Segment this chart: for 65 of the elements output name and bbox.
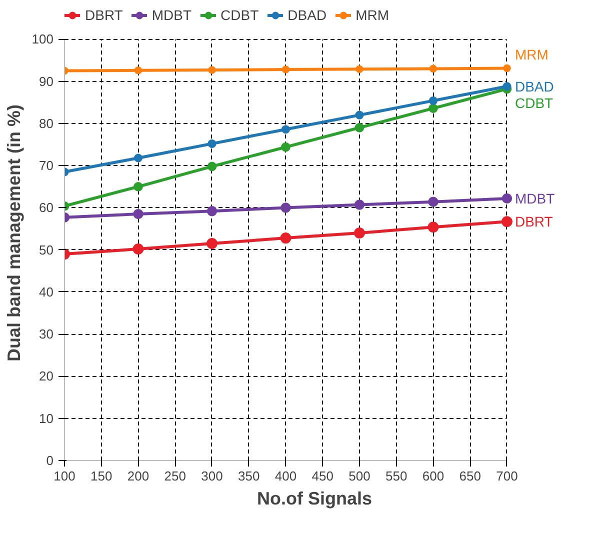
y-tick-label: 30: [39, 326, 54, 342]
point: [501, 216, 512, 228]
y-tick-label: 80: [39, 116, 54, 131]
point: [280, 202, 291, 213]
text: MRM: [514, 46, 548, 62]
legend-label: DBRT: [85, 7, 123, 23]
x-tick-label: 450: [312, 468, 334, 484]
text: CDBT: [514, 94, 554, 111]
point: [282, 66, 290, 74]
y-tick-label: 50: [39, 242, 54, 258]
x-tick-label: 600: [422, 468, 444, 484]
point: [428, 104, 438, 113]
point: [354, 200, 365, 210]
y-tick-label: 0: [46, 453, 54, 468]
point: [428, 96, 438, 106]
x-tick-label: 650: [459, 468, 481, 484]
point: [356, 65, 364, 74]
x-tick-label: 150: [90, 468, 112, 484]
point: [134, 66, 142, 74]
text: DBAD: [514, 78, 554, 94]
legend-label: DBAD: [288, 7, 327, 23]
legend-label: MDBT: [152, 7, 192, 23]
point: [502, 193, 512, 204]
point: [503, 64, 511, 72]
point: [134, 182, 143, 192]
point: [354, 122, 364, 132]
point: [354, 228, 365, 238]
y-tick-label: 60: [39, 200, 54, 216]
point: [428, 196, 438, 207]
y-tick-label: 90: [39, 74, 54, 89]
x-tick-label: 500: [348, 468, 370, 484]
point: [133, 208, 144, 220]
point: [502, 82, 512, 91]
y-tick-label: 100: [32, 32, 54, 47]
point: [429, 64, 438, 73]
legend-label: MRM: [356, 7, 389, 23]
point: [355, 110, 364, 120]
x-tick-label: 300: [201, 468, 223, 484]
point: [281, 142, 290, 152]
y-tick-label: 20: [39, 368, 54, 384]
y-tick-label: 70: [39, 158, 54, 174]
x-tick-label: 400: [274, 468, 297, 484]
point: [281, 125, 290, 134]
point: [134, 154, 143, 162]
point: [428, 222, 439, 233]
x-axis-title: No.of Signals: [257, 488, 372, 508]
legend-label: CDBT: [220, 7, 259, 23]
point: [206, 206, 218, 216]
point: [208, 139, 216, 148]
point: [208, 66, 216, 74]
point: [280, 232, 292, 244]
x-tick-label: 700: [496, 468, 518, 484]
point: [207, 162, 217, 172]
x-tick-label: 100: [54, 468, 76, 484]
x-tick-label: 550: [386, 468, 408, 484]
x-tick-label: 200: [127, 468, 150, 484]
y-tick-label: 10: [39, 410, 54, 426]
y-tick-label: 40: [39, 284, 54, 300]
point: [206, 238, 218, 250]
text: MDBT: [514, 190, 555, 206]
y-axis-title: Dual band management (in %): [4, 104, 24, 362]
x-tick-label: 350: [238, 468, 260, 484]
x-tick-label: 250: [164, 468, 186, 484]
text: DBRT: [514, 214, 553, 230]
point: [132, 244, 144, 254]
